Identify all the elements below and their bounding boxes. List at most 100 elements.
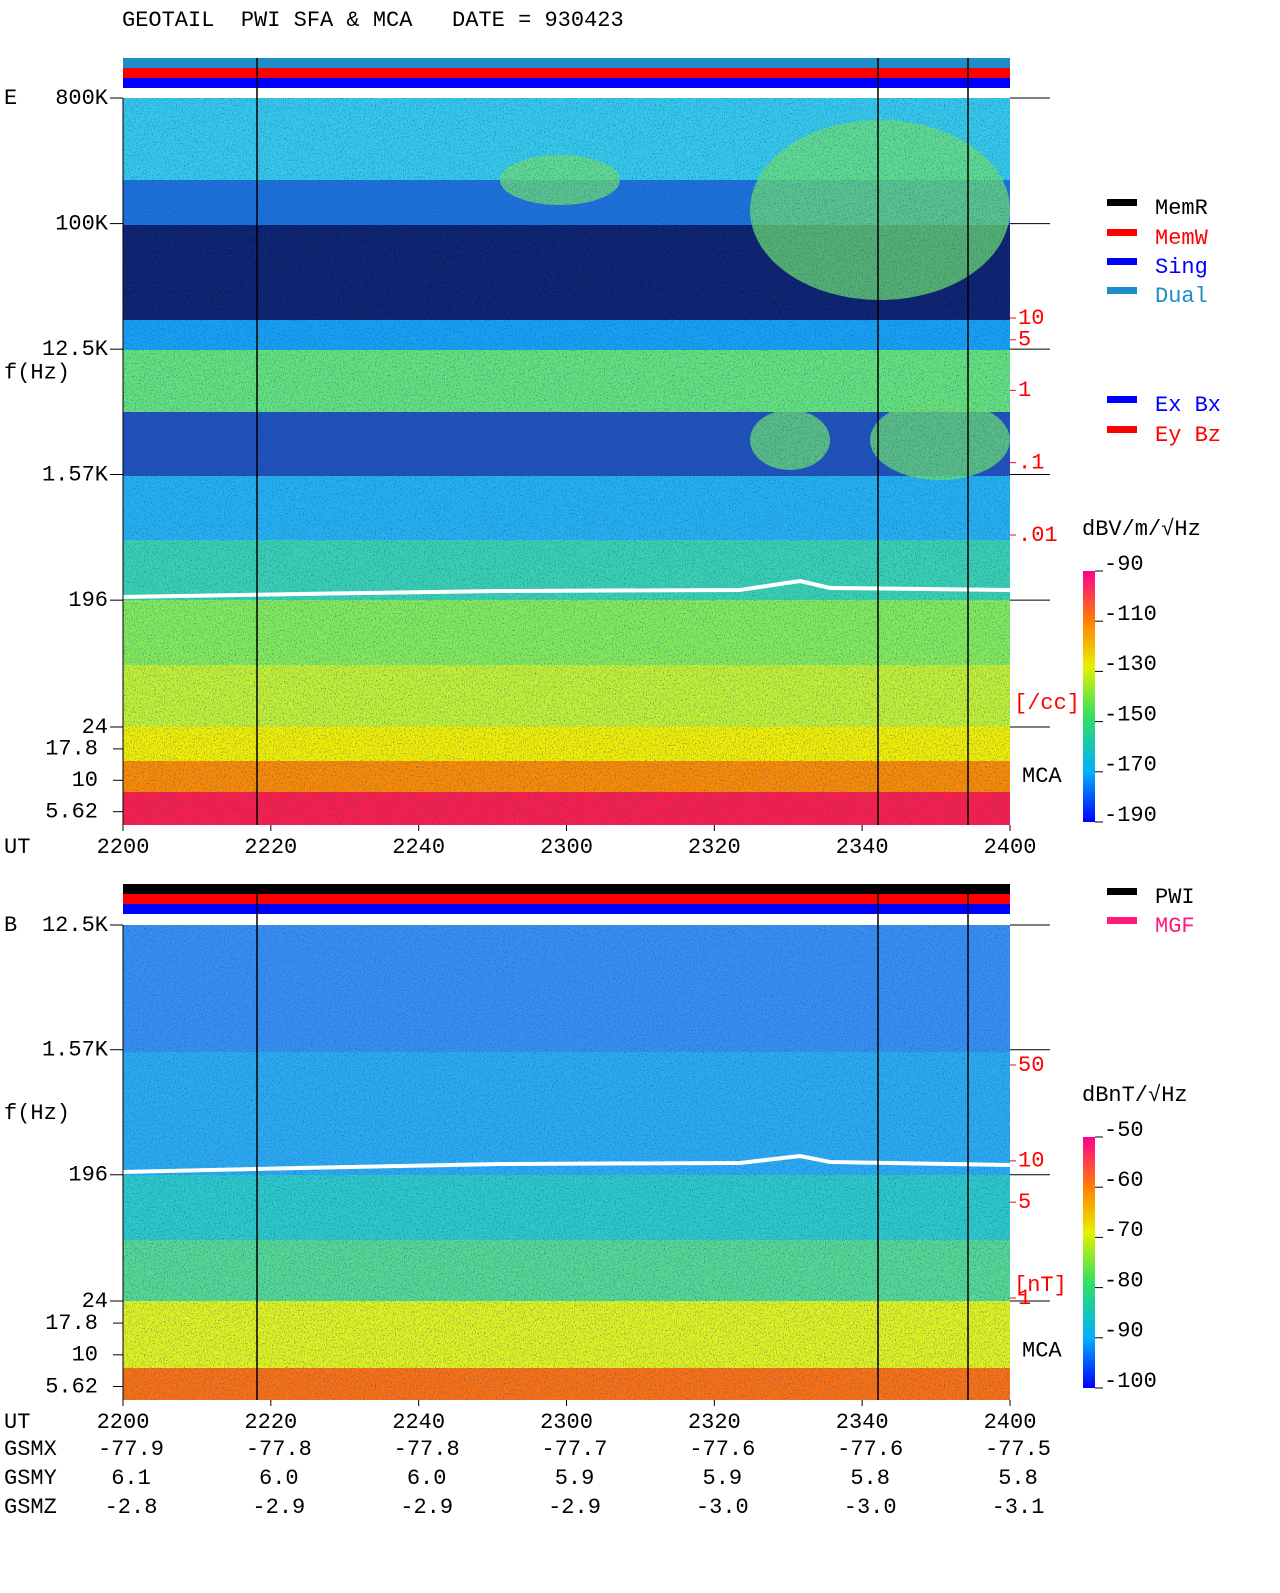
orbit-value: -77.8 (246, 1437, 312, 1462)
orbit-value: -77.9 (98, 1437, 164, 1462)
legend-label: Sing (1155, 255, 1208, 280)
noise (123, 98, 1010, 825)
orbit-value: 6.0 (259, 1466, 299, 1491)
colorbar-label: dBV/m/√Hz (1082, 517, 1201, 542)
mca-tick-label: 10 (72, 768, 98, 793)
legend-swatch (1107, 199, 1137, 206)
x-tick-label: 2200 (97, 1410, 150, 1435)
legend-label: MemW (1155, 226, 1209, 251)
orbit-value: 5.9 (555, 1466, 595, 1491)
mca-tick-label: 17.8 (45, 737, 98, 762)
legend-swatch (1107, 258, 1137, 265)
y-tick-label: 12.5K (42, 913, 109, 938)
panel-label: E (4, 86, 17, 111)
y-tick-label: 24 (82, 1289, 108, 1314)
orbit-value: -3.0 (696, 1495, 749, 1520)
x-tick-label: 2300 (540, 835, 593, 860)
y2-tick-label: 50 (1018, 1053, 1044, 1078)
x-label: UT (4, 835, 30, 860)
legend-label: Ey Bz (1155, 423, 1221, 448)
colorbar-tick-label: -90 (1104, 1319, 1144, 1344)
orbit-value: -77.8 (394, 1437, 460, 1462)
y2-tick-label: 10 (1018, 1149, 1044, 1174)
x-tick-label: 2400 (984, 835, 1037, 860)
x-tick-label: 2320 (688, 1410, 741, 1435)
colorbar-tick-label: -130 (1104, 652, 1157, 677)
colorbar (1083, 571, 1095, 822)
orbit-value: -77.7 (541, 1437, 607, 1462)
orbit-value: -3.1 (992, 1495, 1045, 1520)
colorbar-tick-label: -150 (1104, 702, 1157, 727)
cutoff-line (122, 1153, 1011, 1174)
orbit-value: -2.9 (400, 1495, 453, 1520)
orbit-value: 5.8 (850, 1466, 890, 1491)
y-label: f(Hz) (4, 1101, 70, 1126)
colorbar-tick-label: -110 (1104, 602, 1157, 627)
orbit-label: GSMZ (4, 1495, 57, 1520)
x-tick-label: 2340 (836, 835, 889, 860)
y2-label: [/cc] (1014, 691, 1080, 716)
y2-tick-label: 5 (1018, 328, 1031, 353)
legend-swatch (1107, 229, 1137, 236)
orbit-value: 5.8 (998, 1466, 1038, 1491)
orbit-value: 6.0 (407, 1466, 447, 1491)
colorbar-tick-label: -170 (1104, 753, 1157, 778)
colorbar-tick-label: -90 (1104, 552, 1144, 577)
colorbar-tick-label: -190 (1104, 803, 1157, 828)
status-bar (123, 884, 1010, 894)
y-tick-label: 1.57K (42, 1038, 109, 1063)
y2-tick-label: .01 (1018, 523, 1058, 548)
x-tick-label: 2240 (392, 835, 445, 860)
orbit-value: -77.6 (837, 1437, 903, 1462)
y2-tick-label: .1 (1018, 450, 1044, 475)
mca-label: MCA (1022, 764, 1062, 789)
colorbar-tick-label: -60 (1104, 1168, 1144, 1193)
legend-swatch (1107, 396, 1137, 403)
legend-swatch (1107, 426, 1137, 433)
y2-label: [nT] (1014, 1273, 1067, 1298)
legend-swatch (1107, 917, 1137, 924)
status-bar (123, 68, 1010, 78)
y-label: f(Hz) (4, 360, 70, 385)
x-tick-label: 2340 (836, 1410, 889, 1435)
legend-swatch (1107, 287, 1137, 294)
mca-tick-label: 17.8 (45, 1311, 98, 1336)
x-tick-label: 2220 (244, 1410, 297, 1435)
orbit-value: -3.0 (844, 1495, 897, 1520)
orbit-value: -77.5 (985, 1437, 1051, 1462)
mca-tick-label: 5.62 (45, 1374, 98, 1399)
colorbar (1083, 1137, 1095, 1388)
y2-tick-label: 5 (1018, 1190, 1031, 1215)
y-tick-label: 800K (55, 86, 109, 111)
x-tick-label: 2240 (392, 1410, 445, 1435)
legend-label: MGF (1155, 914, 1195, 939)
orbit-value: -77.6 (689, 1437, 755, 1462)
mca-label: MCA (1022, 1338, 1062, 1363)
colorbar-tick-label: -80 (1104, 1268, 1144, 1293)
x-tick-label: 2200 (97, 835, 150, 860)
y-tick-label: 12.5K (42, 337, 109, 362)
y-tick-label: 196 (68, 1163, 108, 1188)
x-tick-label: 2220 (244, 835, 297, 860)
panel-label: B (4, 913, 17, 938)
orbit-label: GSMX (4, 1437, 57, 1462)
cutoff-line (122, 578, 1011, 599)
y2-tick-label: 1 (1018, 378, 1031, 403)
orbit-value: -2.9 (548, 1495, 601, 1520)
mca-tick-label: 10 (72, 1343, 98, 1368)
orbit-value: 5.9 (703, 1466, 743, 1491)
colorbar-tick-label: -100 (1104, 1369, 1157, 1394)
legend-label: Ex Bx (1155, 393, 1221, 418)
y-tick-label: 196 (68, 588, 108, 613)
x-tick-label: 2300 (540, 1410, 593, 1435)
legend-label: Dual (1155, 284, 1208, 309)
status-bar (123, 78, 1010, 88)
status-bar (123, 894, 1010, 904)
legend-label: MemR (1155, 196, 1208, 221)
mca-tick-label: 5.62 (45, 799, 98, 824)
status-bar (123, 58, 1010, 68)
orbit-value: -2.8 (105, 1495, 158, 1520)
colorbar-label: dBnT/√Hz (1082, 1083, 1188, 1108)
orbit-value: 6.1 (111, 1466, 151, 1491)
